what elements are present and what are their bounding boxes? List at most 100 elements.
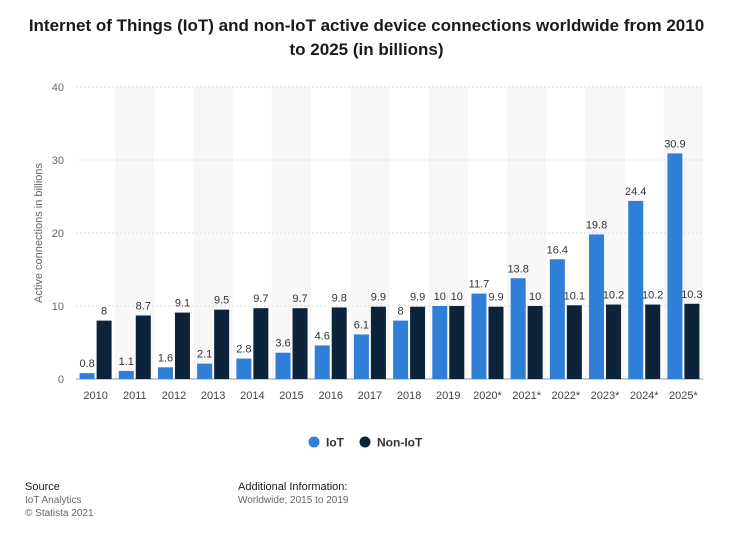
bar-non-iot-2021[interactable] [527,306,543,379]
bar-iot-2019[interactable] [432,306,448,379]
data-label: 9.7 [292,293,307,305]
data-label: 0.8 [79,358,94,370]
legend-label: Non-IoT [377,436,423,450]
data-label: 9.9 [488,292,503,304]
y-tick-label: 10 [52,301,64,313]
bar-non-iot-2017[interactable] [370,306,386,379]
bar-non-iot-2016[interactable] [331,307,347,379]
x-tick-label: 2016 [318,390,342,402]
x-tick-label: 2014 [240,390,264,402]
bar-non-iot-2015[interactable] [292,308,308,379]
y-tick-label: 30 [52,155,64,167]
bar-iot-2024[interactable] [628,200,644,379]
data-label: 9.7 [253,293,268,305]
data-label: 6.1 [354,319,369,331]
data-label: 4.6 [315,330,330,342]
bar-iot-2010[interactable] [79,373,95,379]
y-axis-label: Active connections in billions [33,162,45,303]
chart-title: Internet of Things (IoT) and non-IoT act… [28,16,705,59]
data-label: 2.8 [236,344,251,356]
data-label: 1.6 [158,352,173,364]
x-tick-label: 2023* [591,390,620,402]
bar-non-iot-2022[interactable] [566,305,582,379]
bar-non-iot-2010[interactable] [96,320,112,379]
data-label: 1.1 [119,356,134,368]
bar-iot-2016[interactable] [314,345,330,379]
bar-iot-2011[interactable] [118,370,134,379]
x-tick-label: 2022* [551,390,580,402]
bar-non-iot-2014[interactable] [253,308,269,379]
bar-iot-2022[interactable] [549,259,565,379]
source-block: Source IoT Analytics © Statista 2021 [25,481,94,520]
legend-item-non-iot[interactable]: Non-IoT [359,436,423,450]
x-tick-label: 2011 [123,390,147,402]
data-label: 9.5 [214,295,229,307]
data-label: 10.2 [642,290,663,302]
chart: 0 10 20 30 40 Active connections in billions… [33,82,703,450]
additional-info-text: Worldwide; 2015 to 2019 [238,495,349,506]
bar-non-iot-2020[interactable] [488,306,504,379]
additional-info-block: Additional Information: Worldwide; 2015 … [238,481,348,507]
legend-marker [308,436,320,448]
source-name[interactable]: IoT Analytics [25,495,82,506]
bar-iot-2023[interactable] [589,234,605,379]
bar-iot-2021[interactable] [510,278,526,379]
bar-iot-2018[interactable] [393,320,409,379]
x-tick-label: 2019 [436,390,460,402]
x-tick-label: 2018 [397,390,421,402]
data-label: 10.2 [603,290,624,302]
data-label: 19.8 [586,219,607,231]
bar-iot-2020[interactable] [471,293,487,379]
additional-info-heading: Additional Information: [238,481,348,493]
data-label: 30.9 [664,138,685,150]
bar-non-iot-2018[interactable] [410,306,426,379]
data-label: 16.4 [547,244,568,256]
bar-non-iot-2013[interactable] [214,309,230,379]
y-tick-label: 40 [52,82,64,94]
data-label: 13.8 [507,263,528,275]
data-label: 11.7 [469,279,490,291]
bar-non-iot-2019[interactable] [449,306,465,379]
bar-iot-2015[interactable] [275,352,291,379]
copyright: © Statista 2021 [25,508,94,519]
bar-iot-2025[interactable] [667,153,683,379]
bar-non-iot-2025[interactable] [684,303,700,379]
data-label: 8.7 [136,300,151,312]
bar-iot-2013[interactable] [197,363,213,379]
x-tick-label: 2025* [669,390,698,402]
y-tick-label: 0 [58,374,64,386]
x-tick-label: 2017 [358,390,382,402]
data-label: 10 [529,291,541,303]
data-label: 8 [101,306,107,318]
bar-non-iot-2024[interactable] [645,304,661,379]
bar-non-iot-2023[interactable] [606,304,622,379]
legend-marker [359,436,371,448]
data-label: 9.9 [410,292,425,304]
x-tick-label: 2012 [162,390,186,402]
x-tick-label: 2010 [83,390,107,402]
x-tick-label: 2020* [473,390,502,402]
x-tick-label: 2024* [630,390,659,402]
bar-iot-2012[interactable] [157,367,173,379]
source-heading: Source [25,481,60,493]
y-tick-label: 20 [52,228,64,240]
bar-iot-2017[interactable] [353,334,369,379]
data-label: 9.9 [371,292,386,304]
bar-non-iot-2011[interactable] [135,315,151,379]
data-label: 2.1 [197,349,212,361]
data-label: 3.6 [275,338,290,350]
data-label: 10.1 [564,290,585,302]
x-tick-label: 2021* [512,390,541,402]
legend-item-iot[interactable]: IoT [308,436,345,450]
x-tick-label: 2013 [201,390,225,402]
data-label: 24.4 [625,186,646,198]
bar-non-iot-2012[interactable] [174,312,190,379]
x-tick-label: 2015 [279,390,303,402]
data-label: 8 [398,306,404,318]
data-label: 10 [434,291,446,303]
data-label: 10.3 [681,289,702,301]
data-label: 9.8 [332,292,347,304]
bar-iot-2014[interactable] [236,358,252,379]
legend-label: IoT [326,436,345,450]
data-label: 10 [451,291,463,303]
